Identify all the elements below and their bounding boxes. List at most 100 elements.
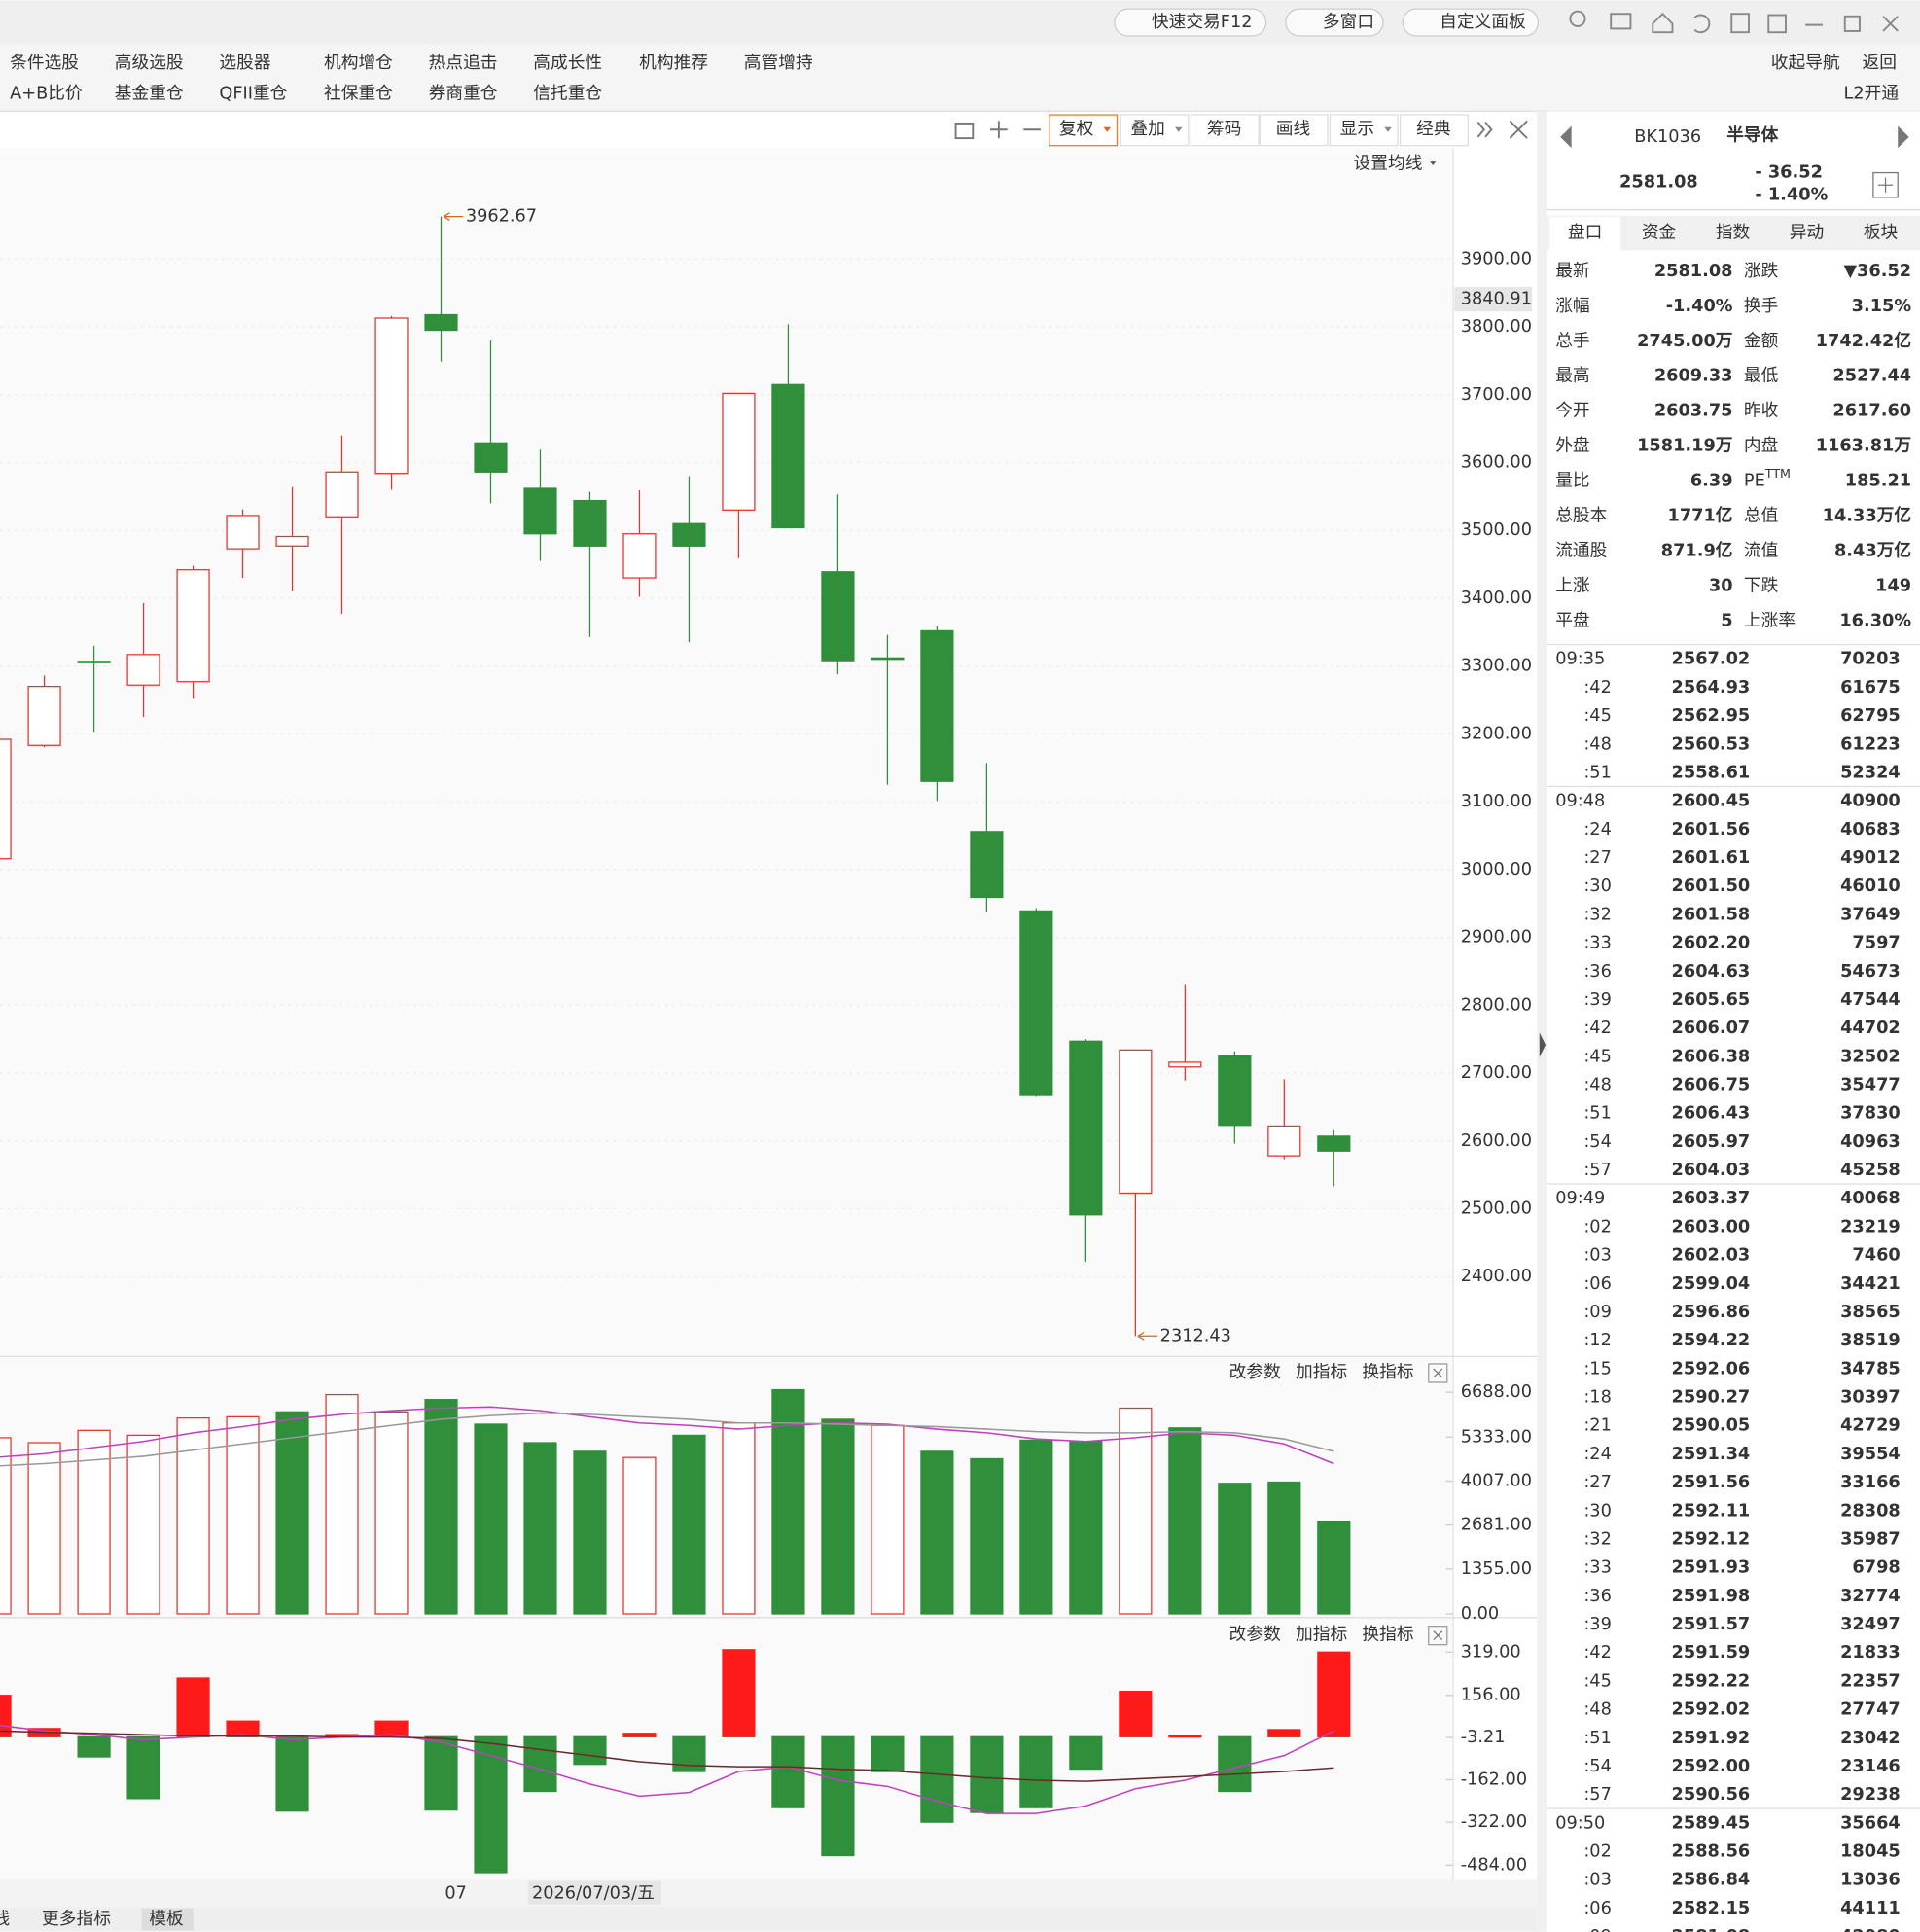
indicator-control[interactable]: 改参数 xyxy=(1229,1625,1281,1645)
candle-body[interactable] xyxy=(27,685,61,746)
user-icon[interactable] xyxy=(1569,10,1586,27)
top-button[interactable] xyxy=(1402,8,1540,37)
toolbar-button[interactable] xyxy=(1190,114,1260,147)
tab-active[interactable] xyxy=(141,1908,194,1931)
menu-item[interactable]: 高成长性 xyxy=(533,53,602,73)
menu-item[interactable]: 选股器 xyxy=(219,53,270,73)
candle-body[interactable] xyxy=(722,392,756,511)
toolbar-button[interactable] xyxy=(1329,114,1399,147)
candle-body[interactable] xyxy=(1168,1061,1202,1068)
back-icon[interactable] xyxy=(1693,14,1711,34)
next-arrow[interactable] xyxy=(1898,125,1909,149)
candle-body[interactable] xyxy=(622,533,657,579)
toolbar-button[interactable] xyxy=(1120,114,1190,147)
candle-body[interactable] xyxy=(226,515,260,550)
tab-active[interactable] xyxy=(1548,217,1621,251)
top-button[interactable] xyxy=(1114,8,1267,37)
indicator-control[interactable]: 换指标 xyxy=(1362,1625,1413,1645)
lock-icon[interactable] xyxy=(954,122,975,140)
menu-item[interactable]: QFII重仓 xyxy=(219,84,287,104)
quote-label: 流通股 xyxy=(1555,541,1607,561)
quote-tab[interactable]: 异动 xyxy=(1790,223,1824,243)
title-bar xyxy=(0,0,1920,45)
toolbar-button[interactable] xyxy=(1400,114,1469,147)
quote-tab[interactable]: 指数 xyxy=(1716,223,1751,243)
menu-item[interactable]: A+B比价 xyxy=(10,84,83,104)
tick-time: :42 xyxy=(1583,1019,1612,1038)
skin-icon[interactable] xyxy=(1730,13,1750,34)
quote-value: 871.9亿 xyxy=(1661,540,1733,561)
ma-setting[interactable]: 设置均线 xyxy=(1354,154,1423,174)
quote-tab[interactable]: 盘口 xyxy=(1568,223,1602,243)
candle-body[interactable] xyxy=(970,831,1004,899)
home-icon[interactable] xyxy=(1652,12,1674,34)
candle-body[interactable] xyxy=(672,522,706,547)
menu-item[interactable]: 热点追击 xyxy=(429,53,498,73)
add-button[interactable] xyxy=(1872,171,1899,198)
candle-body[interactable] xyxy=(1218,1055,1252,1127)
close-icon[interactable] xyxy=(1882,16,1899,32)
menu-item[interactable]: 券商重仓 xyxy=(429,84,498,104)
menu-item[interactable]: 高级选股 xyxy=(115,53,184,73)
indicator-control[interactable]: 换指标 xyxy=(1362,1362,1413,1382)
candle-body[interactable] xyxy=(275,535,309,547)
tick-price: 2605.65 xyxy=(1672,990,1751,1010)
bottom-tab[interactable]: 更多指标 xyxy=(42,1909,111,1929)
candle-body[interactable] xyxy=(573,499,607,547)
indicator-control[interactable]: 改参数 xyxy=(1229,1362,1281,1382)
menu-item[interactable]: 收起导航 xyxy=(1771,53,1840,73)
quote-value: -1.40% xyxy=(1666,297,1733,316)
prev-arrow[interactable] xyxy=(1560,125,1572,149)
max-icon[interactable] xyxy=(1843,15,1861,32)
candle-body[interactable] xyxy=(325,471,359,518)
toolbar-button[interactable] xyxy=(1259,114,1329,147)
candle-body[interactable] xyxy=(523,487,557,535)
tick-time: :09 xyxy=(1583,1927,1612,1932)
menu-item[interactable]: 信托重仓 xyxy=(533,84,602,104)
fullscreen-icon[interactable] xyxy=(1509,120,1528,139)
bar xyxy=(1168,1735,1202,1738)
splitter-handle[interactable] xyxy=(1539,1032,1547,1057)
indicator-control[interactable]: 加指标 xyxy=(1296,1625,1347,1645)
y-tick-label: -162.00 xyxy=(1461,1771,1527,1790)
promo-link[interactable]: L2开通 xyxy=(1843,84,1899,104)
candle-body[interactable] xyxy=(1267,1125,1301,1157)
toolbar-button[interactable] xyxy=(1049,114,1119,147)
candle-body[interactable] xyxy=(424,313,458,332)
menu-item[interactable]: 条件选股 xyxy=(10,53,79,73)
annotation-arrow xyxy=(443,212,464,221)
bottom-tab[interactable]: 线 xyxy=(0,1909,10,1929)
candle-body[interactable] xyxy=(374,317,409,475)
candle-body[interactable] xyxy=(474,442,508,473)
layout-icon[interactable] xyxy=(1767,14,1787,34)
candle-body[interactable] xyxy=(821,571,855,662)
top-button[interactable] xyxy=(1285,8,1384,37)
candle-body[interactable] xyxy=(1119,1049,1153,1195)
menu-item[interactable]: 机构推荐 xyxy=(639,53,708,73)
candle-body[interactable] xyxy=(1069,1040,1103,1216)
close-indicator[interactable] xyxy=(1428,1363,1448,1383)
menu-item[interactable]: 返回 xyxy=(1862,53,1896,73)
candle-body[interactable] xyxy=(126,654,160,686)
menu-item[interactable]: 高管增持 xyxy=(744,53,813,73)
forward-icon[interactable] xyxy=(1476,122,1493,138)
candle-body[interactable] xyxy=(920,629,954,782)
indicator-control[interactable]: 加指标 xyxy=(1296,1362,1347,1382)
mail-icon[interactable] xyxy=(1610,13,1632,30)
candle-body[interactable] xyxy=(871,657,905,661)
quote-tab[interactable]: 板块 xyxy=(1864,223,1899,243)
zoom-in-icon[interactable] xyxy=(990,121,1008,139)
bar xyxy=(0,1695,12,1737)
bar xyxy=(176,1417,210,1615)
quote-tab[interactable]: 资金 xyxy=(1642,223,1677,243)
candle-body[interactable] xyxy=(1019,910,1053,1096)
menu-item[interactable]: 基金重仓 xyxy=(115,84,184,104)
candle-body[interactable] xyxy=(176,569,210,683)
menu-item[interactable]: 社保重仓 xyxy=(324,84,393,104)
candle-body[interactable] xyxy=(0,738,12,860)
bottom-tab[interactable]: 模板 xyxy=(149,1909,184,1929)
candle-body[interactable] xyxy=(1317,1135,1351,1152)
close-indicator[interactable] xyxy=(1428,1626,1448,1646)
menu-item[interactable]: 机构增仓 xyxy=(324,53,393,73)
candle-body[interactable] xyxy=(771,383,805,529)
